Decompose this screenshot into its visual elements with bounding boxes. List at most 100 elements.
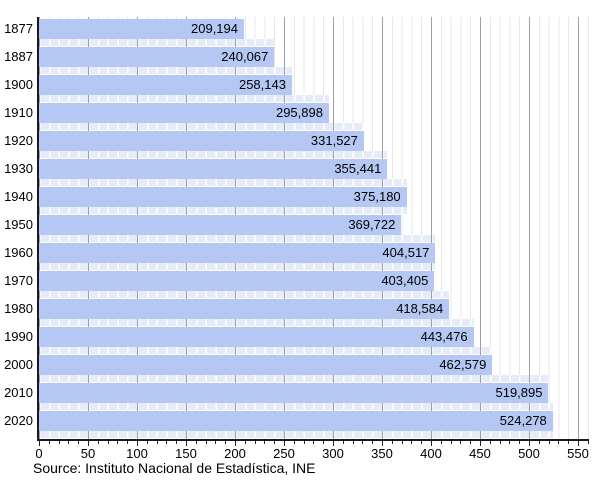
minor-tick [538, 441, 540, 444]
minor-tick [352, 441, 354, 444]
major-tick [284, 441, 285, 446]
minor-tick [440, 441, 442, 444]
minor-tick [323, 441, 325, 444]
bar-gap-strip [39, 123, 364, 130]
minor-tick [68, 441, 70, 444]
bar-value-label: 258,143 [238, 77, 286, 92]
x-tick-label: 100 [126, 446, 148, 461]
x-tick-label: 450 [469, 446, 491, 461]
x-tick-label: 300 [322, 446, 344, 461]
bar: 418,584 [39, 299, 450, 319]
minor-tick [48, 441, 50, 444]
bar: 331,527 [39, 131, 364, 151]
minor-tick [107, 441, 109, 444]
minor-tick [362, 441, 364, 444]
bar-gap-strip [39, 179, 407, 186]
year-label: 2000 [4, 357, 33, 372]
minor-tick [509, 441, 511, 444]
x-axis-line [37, 439, 589, 441]
major-tick [186, 441, 187, 446]
bar: 375,180 [39, 187, 407, 207]
minor-tick [401, 441, 403, 444]
year-label: 1950 [4, 217, 33, 232]
bar-value-label: 403,405 [381, 273, 429, 288]
minor-tick [470, 441, 472, 444]
bar-value-label: 443,476 [420, 329, 468, 344]
bar: 295,898 [39, 103, 329, 123]
minor-tick [274, 441, 276, 444]
minor-tick [293, 441, 295, 444]
year-label: 2010 [4, 385, 33, 400]
minor-tick [391, 441, 393, 444]
bar-gap-strip [39, 291, 450, 298]
y-axis-line [37, 17, 39, 440]
minor-tick [78, 441, 80, 444]
year-label: 1970 [4, 273, 33, 288]
year-label: 1940 [4, 189, 33, 204]
minor-tick [156, 441, 158, 444]
major-tick [382, 441, 383, 446]
year-label: 1920 [4, 133, 33, 148]
bar-gap-strip [39, 95, 329, 102]
year-label: 1877 [4, 21, 33, 36]
major-tick [529, 441, 530, 446]
minor-tick [176, 441, 178, 444]
major-tick [88, 441, 89, 446]
minor-tick [460, 441, 462, 444]
bar-gap-strip [39, 347, 493, 354]
year-label: 1910 [4, 105, 33, 120]
bar-value-label: 295,898 [275, 105, 323, 120]
bar: 258,143 [39, 75, 292, 95]
year-label: 1930 [4, 161, 33, 176]
bar: 240,067 [39, 47, 275, 67]
bar-gap-strip [39, 263, 436, 270]
plot-area: 209,194 240,067 258,143 295,898 331,527 355,4… [39, 17, 589, 439]
major-tick [235, 441, 236, 446]
bar-value-label: 369,722 [348, 217, 396, 232]
bar: 209,194 [39, 19, 244, 39]
major-tick [137, 441, 138, 446]
bar-gap-strip [39, 431, 553, 438]
bar: 519,895 [39, 383, 549, 403]
major-tick [480, 441, 481, 446]
bar-value-label: 524,278 [499, 413, 547, 428]
x-tick-label: 150 [175, 446, 197, 461]
bar: 369,722 [39, 215, 402, 235]
year-label: 2020 [4, 413, 33, 428]
minor-tick [254, 441, 256, 444]
bar: 404,517 [39, 243, 436, 263]
minor-tick [97, 441, 99, 444]
minor-tick [489, 441, 491, 444]
bar-value-label: 240,067 [221, 49, 269, 64]
minor-tick [264, 441, 266, 444]
bar-value-label: 375,180 [353, 189, 401, 204]
bar-gap-strip [39, 67, 292, 74]
bar-gap-strip [39, 207, 407, 214]
minor-tick [225, 441, 227, 444]
major-tick [578, 441, 579, 446]
bar-value-label: 519,895 [495, 385, 543, 400]
bar-gap-strip [39, 319, 474, 326]
year-label: 1887 [4, 49, 33, 64]
minor-tick [117, 441, 119, 444]
bar: 355,441 [39, 159, 388, 179]
year-label: 1980 [4, 301, 33, 316]
bar: 524,278 [39, 411, 553, 431]
minor-tick [548, 441, 550, 444]
bar-value-label: 355,441 [334, 161, 382, 176]
minor-tick [519, 441, 521, 444]
bar-value-label: 418,584 [396, 301, 444, 316]
bar: 462,579 [39, 355, 493, 375]
bar-gap-strip [39, 151, 388, 158]
minor-tick [568, 441, 570, 444]
minor-tick [421, 441, 423, 444]
minor-tick [558, 441, 560, 444]
minor-tick [587, 441, 589, 444]
source-note: Source: Instituto Nacional de Estadístic… [33, 460, 316, 476]
x-tick-label: 0 [35, 446, 43, 461]
minor-tick [166, 441, 168, 444]
x-tick-label: 250 [273, 446, 295, 461]
x-tick-label: 200 [224, 446, 246, 461]
x-tick-label: 500 [518, 446, 540, 461]
